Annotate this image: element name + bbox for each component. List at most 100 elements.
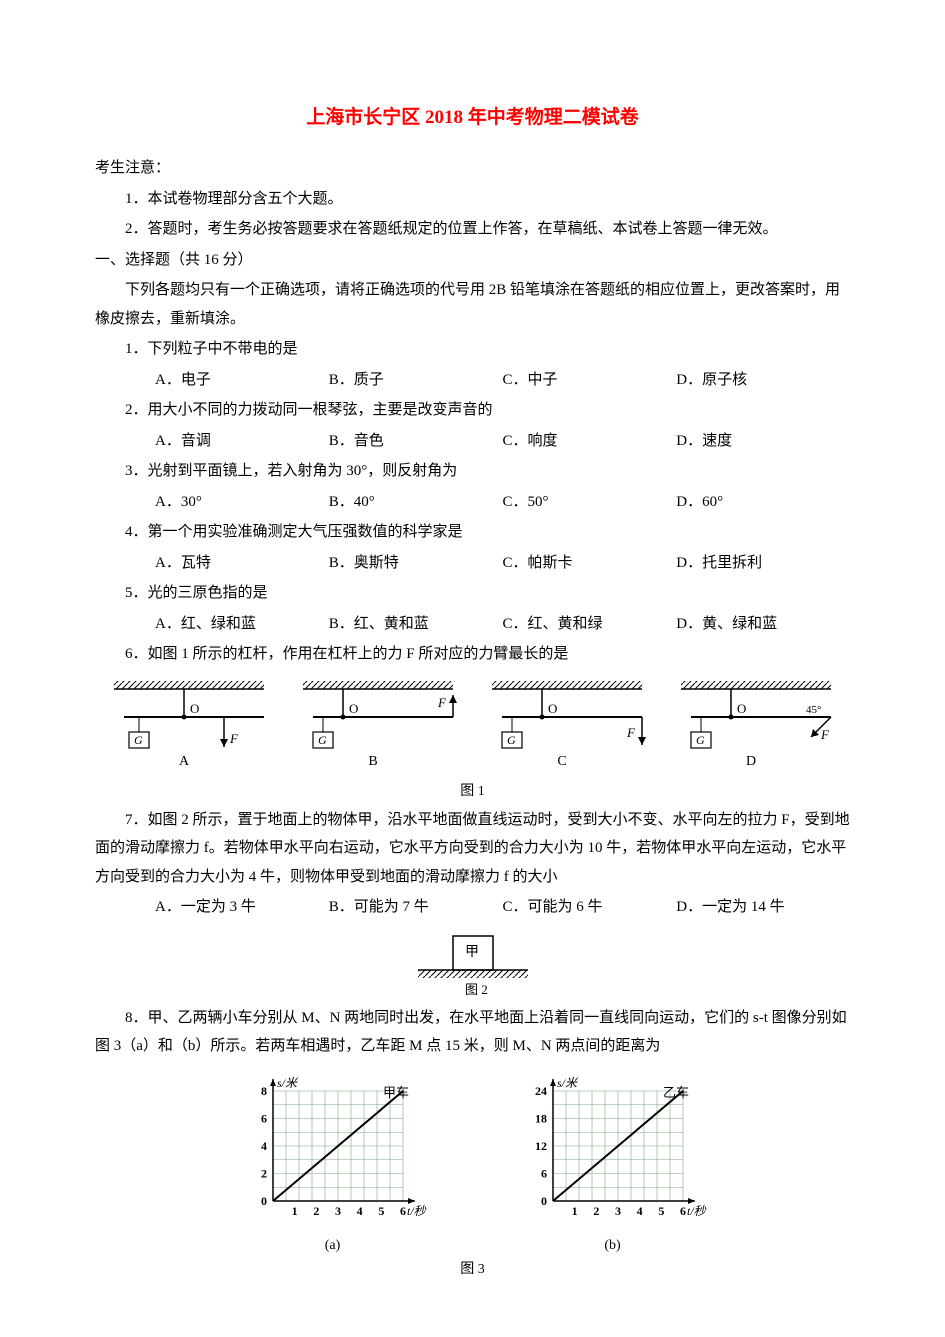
svg-text:s/米: s/米 xyxy=(277,1076,299,1090)
svg-text:t/秒: t/秒 xyxy=(407,1204,427,1218)
q3-d: D．60° xyxy=(676,488,850,517)
q2-d: D．速度 xyxy=(676,427,850,456)
svg-text:A: A xyxy=(179,754,190,767)
q2-a: A．音调 xyxy=(155,427,329,456)
svg-text:G: G xyxy=(696,733,705,747)
svg-text:G: G xyxy=(318,733,327,747)
q8-fig-label: 图 3 xyxy=(95,1257,850,1284)
section-1-desc: 下列各题均只有一个正确选项，请将正确选项的代号用 2B 铅笔填涂在答题纸的相应位… xyxy=(95,276,850,333)
q5-d: D．黄、绿和蓝 xyxy=(676,610,850,639)
notice-heading: 考生注意： xyxy=(95,154,850,183)
svg-text:图 2: 图 2 xyxy=(465,982,488,997)
svg-text:s/米: s/米 xyxy=(557,1076,579,1090)
q1-options: A．电子 B．质子 C．中子 D．原子核 xyxy=(95,366,850,395)
q3-b: B．40° xyxy=(329,488,503,517)
svg-text:2: 2 xyxy=(261,1166,267,1180)
q5-c: C．红、黄和绿 xyxy=(503,610,677,639)
chart-b: 06121824123456s/米t/秒乙车 (b) xyxy=(513,1071,713,1260)
svg-text:t/秒: t/秒 xyxy=(687,1204,707,1218)
svg-text:45°: 45° xyxy=(806,704,821,716)
svg-text:5: 5 xyxy=(658,1204,664,1218)
q6-fig-label: 图 1 xyxy=(95,779,850,806)
q5-options: A．红、绿和蓝 B．红、黄和蓝 C．红、黄和绿 D．黄、绿和蓝 xyxy=(95,610,850,639)
q2-b: B．音色 xyxy=(329,427,503,456)
q1-stem: 1．下列粒子中不带电的是 xyxy=(95,335,850,364)
q8-chart-row: 02468123456s/米t/秒甲车 (a) 06121824123456s/… xyxy=(95,1071,850,1260)
svg-text:G: G xyxy=(134,733,143,747)
q2-c: C．响度 xyxy=(503,427,677,456)
q3-options: A．30° B．40° C．50° D．60° xyxy=(95,488,850,517)
q3-stem: 3．光射到平面镜上，若入射角为 30°，则反射角为 xyxy=(95,457,850,486)
q1-a: A．电子 xyxy=(155,366,329,395)
svg-text:B: B xyxy=(368,754,377,767)
svg-text:F: F xyxy=(229,731,239,746)
lever-c: O G F C xyxy=(482,677,652,778)
svg-text:6: 6 xyxy=(261,1111,267,1125)
q1-b: B．质子 xyxy=(329,366,503,395)
q4-stem: 4．第一个用实验准确测定大气压强数值的科学家是 xyxy=(95,518,850,547)
q7-a: A．一定为 3 牛 xyxy=(155,893,329,922)
lever-a: O G F A xyxy=(104,677,274,778)
q3-c: C．50° xyxy=(503,488,677,517)
q4-c: C．帕斯卡 xyxy=(503,549,677,578)
q6-stem: 6．如图 1 所示的杠杆，作用在杠杆上的力 F 所对应的力臂最长的是 xyxy=(95,640,850,669)
q2-options: A．音调 B．音色 C．响度 D．速度 xyxy=(95,427,850,456)
q4-a: A．瓦特 xyxy=(155,549,329,578)
q7-d: D．一定为 14 牛 xyxy=(676,893,850,922)
svg-text:O: O xyxy=(190,701,199,716)
lever-b: O G F B xyxy=(293,677,463,778)
svg-text:乙车: 乙车 xyxy=(663,1085,689,1100)
svg-text:24: 24 xyxy=(535,1084,547,1098)
exam-title: 上海市长宁区 2018 年中考物理二模试卷 xyxy=(95,100,850,136)
svg-text:C: C xyxy=(557,754,566,767)
notice-line-1: 1．本试卷物理部分含五个大题。 xyxy=(95,185,850,214)
q4-options: A．瓦特 B．奥斯特 C．帕斯卡 D．托里拆利 xyxy=(95,549,850,578)
q5-stem: 5．光的三原色指的是 xyxy=(95,579,850,608)
q4-d: D．托里拆利 xyxy=(676,549,850,578)
svg-text:4: 4 xyxy=(636,1204,642,1218)
svg-text:1: 1 xyxy=(571,1204,577,1218)
svg-text:3: 3 xyxy=(335,1204,341,1218)
svg-text:1: 1 xyxy=(291,1204,297,1218)
svg-text:6: 6 xyxy=(400,1204,406,1218)
section-1-head: 一、选择题（共 16 分） xyxy=(95,246,850,275)
chart-a-caption: (a) xyxy=(325,1233,341,1260)
svg-text:18: 18 xyxy=(535,1111,547,1125)
q3-a: A．30° xyxy=(155,488,329,517)
q7-options: A．一定为 3 牛 B．可能为 7 牛 C．可能为 6 牛 D．一定为 14 牛 xyxy=(95,893,850,922)
svg-text:F: F xyxy=(820,727,830,742)
svg-text:0: 0 xyxy=(541,1194,547,1208)
svg-text:F: F xyxy=(626,725,636,740)
q7-figure: 甲 图 2 xyxy=(95,928,850,998)
q7-b: B．可能为 7 牛 xyxy=(329,893,503,922)
svg-text:甲: 甲 xyxy=(465,945,479,960)
svg-text:3: 3 xyxy=(615,1204,621,1218)
svg-text:2: 2 xyxy=(593,1204,599,1218)
svg-text:6: 6 xyxy=(541,1166,547,1180)
q7-c: C．可能为 6 牛 xyxy=(503,893,677,922)
svg-text:12: 12 xyxy=(535,1139,547,1153)
svg-text:0: 0 xyxy=(261,1194,267,1208)
svg-text:O: O xyxy=(548,701,557,716)
svg-text:2: 2 xyxy=(313,1204,319,1218)
q6-figure-row: O G F A O G F B xyxy=(95,677,850,778)
svg-text:8: 8 xyxy=(261,1084,267,1098)
svg-text:5: 5 xyxy=(378,1204,384,1218)
q1-c: C．中子 xyxy=(503,366,677,395)
svg-text:4: 4 xyxy=(261,1139,267,1153)
q2-stem: 2．用大小不同的力拨动同一根琴弦，主要是改变声音的 xyxy=(95,396,850,425)
svg-text:6: 6 xyxy=(680,1204,686,1218)
svg-text:D: D xyxy=(746,754,756,767)
chart-a: 0 2 4 6 8 1 2 3 4 5 6 s/米 t/秒 甲车 (a) xyxy=(233,1071,433,1260)
svg-text:F: F xyxy=(437,695,447,710)
notice-line-2: 2．答题时，考生务必按答题要求在答题纸规定的位置上作答，在草稿纸、本试卷上答题一… xyxy=(95,215,850,244)
svg-text:4: 4 xyxy=(356,1204,362,1218)
svg-text:O: O xyxy=(737,701,746,716)
q8-stem: 8．甲、乙两辆小车分别从 M、N 两地同时出发，在水平地面上沿着同一直线同向运动… xyxy=(95,1004,850,1061)
svg-text:O: O xyxy=(349,701,358,716)
q5-b: B．红、黄和蓝 xyxy=(329,610,503,639)
q1-d: D．原子核 xyxy=(676,366,850,395)
q7-stem: 7．如图 2 所示，置于地面上的物体甲，沿水平地面做直线运动时，受到大小不变、水… xyxy=(95,806,850,892)
svg-text:甲车: 甲车 xyxy=(383,1085,409,1100)
q5-a: A．红、绿和蓝 xyxy=(155,610,329,639)
